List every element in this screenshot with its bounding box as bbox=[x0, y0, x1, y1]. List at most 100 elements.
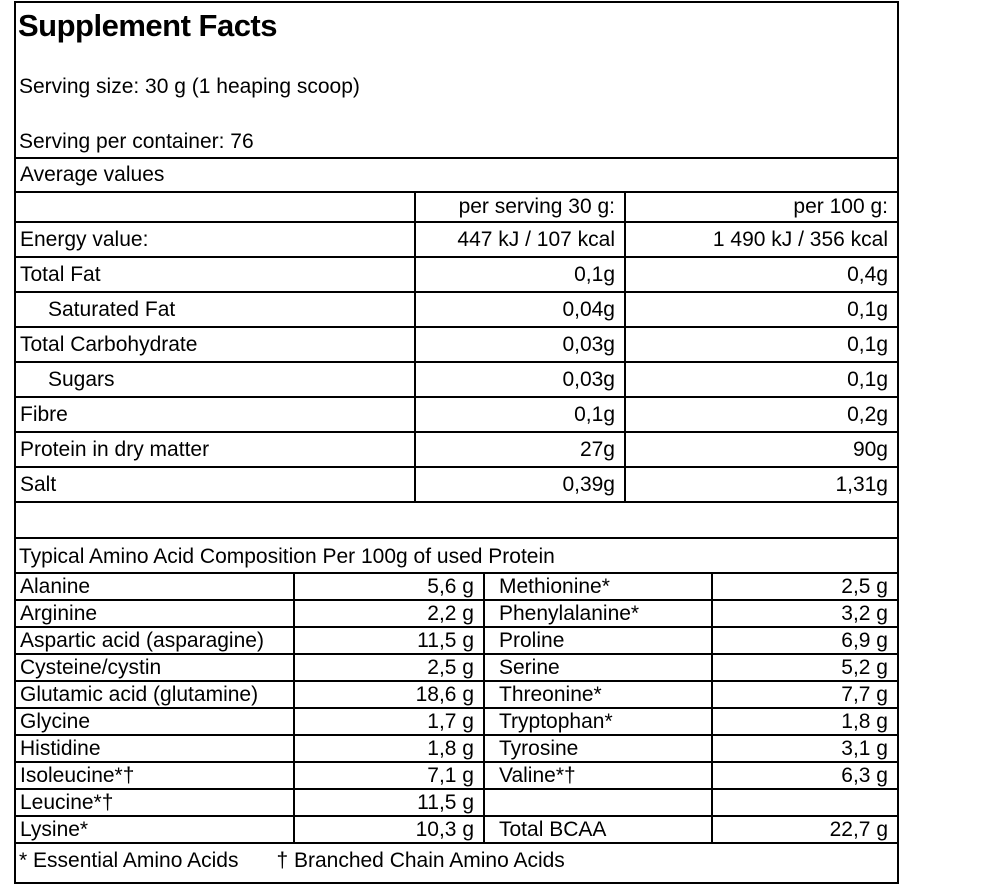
nutrient-row-total-fat: Total Fat 0,1g 0,4g bbox=[16, 256, 897, 293]
spacer-row bbox=[16, 503, 897, 537]
amino-value-b: 22,7 g bbox=[711, 815, 897, 844]
amino-value-b: 3,1 g bbox=[711, 734, 897, 763]
nutrient-value-per-100g: 0,1g bbox=[624, 291, 897, 328]
amino-value-a: 11,5 g bbox=[293, 788, 485, 817]
amino-name-a: Alanine bbox=[16, 572, 295, 601]
nutrient-value-per-100g: 1,31g bbox=[624, 466, 897, 503]
amino-row: Isoleucine*† 7,1 g Valine*† 6,3 g bbox=[16, 761, 897, 790]
nutrient-value-per-100g: 90g bbox=[624, 431, 897, 468]
amino-name-a: Cysteine/cystin bbox=[16, 653, 295, 682]
amino-value-b: 6,9 g bbox=[711, 626, 897, 655]
nutrient-name: Salt bbox=[16, 466, 416, 503]
nutrient-header-per-serving: per serving 30 g: bbox=[414, 191, 626, 223]
amino-section-title: Typical Amino Acid Composition Per 100g … bbox=[16, 537, 897, 572]
amino-value-a: 1,8 g bbox=[293, 734, 485, 763]
nutrient-row-sugars: Sugars 0,03g 0,1g bbox=[16, 361, 897, 398]
nutrient-value-per-serving: 447 kJ / 107 kcal bbox=[414, 221, 626, 258]
amino-row: Arginine 2,2 g Phenylalanine* 3,2 g bbox=[16, 599, 897, 628]
amino-name-b: Total BCAA bbox=[483, 815, 713, 844]
nutrient-row-total-carbohydrate: Total Carbohydrate 0,03g 0,1g bbox=[16, 326, 897, 363]
amino-name-b: Tryptophan* bbox=[483, 707, 713, 736]
amino-name-a: Aspartic acid (asparagine) bbox=[16, 626, 295, 655]
nutrient-value-per-serving: 0,1g bbox=[414, 396, 626, 433]
nutrient-name: Energy value: bbox=[16, 221, 416, 258]
nutrient-row-saturated-fat: Saturated Fat 0,04g 0,1g bbox=[16, 291, 897, 328]
amino-name-a: Lysine* bbox=[16, 815, 295, 844]
amino-value-b: 2,5 g bbox=[711, 572, 897, 601]
amino-name-b: Tyrosine bbox=[483, 734, 713, 763]
amino-name-b: Phenylalanine* bbox=[483, 599, 713, 628]
amino-name-b: Valine*† bbox=[483, 761, 713, 790]
amino-value-b: 1,8 g bbox=[711, 707, 897, 736]
nutrient-row-fibre: Fibre 0,1g 0,2g bbox=[16, 396, 897, 433]
average-values-label: Average values bbox=[16, 157, 897, 193]
amino-name-a: Arginine bbox=[16, 599, 295, 628]
nutrient-header-row: per serving 30 g: per 100 g: bbox=[16, 191, 897, 223]
footnote-essential: * Essential Amino Acids bbox=[19, 849, 239, 872]
page-title: Supplement Facts bbox=[18, 8, 278, 43]
amino-acid-table: Alanine 5,6 g Methionine* 2,5 g Arginine… bbox=[16, 572, 897, 844]
footnotes-row: * Essential Amino Acids † Branched Chain … bbox=[16, 844, 897, 877]
amino-name-a: Isoleucine*† bbox=[16, 761, 295, 790]
nutrient-value-per-serving: 0,39g bbox=[414, 466, 626, 503]
nutrient-header-empty bbox=[16, 191, 416, 223]
amino-name-b bbox=[483, 788, 713, 817]
amino-row: Histidine 1,8 g Tyrosine 3,1 g bbox=[16, 734, 897, 763]
supplement-facts-label: Supplement Facts Serving size: 30 g (1 h… bbox=[14, 1, 899, 884]
servings-per-container-text: Serving per container: 76 bbox=[19, 130, 254, 153]
amino-row: Glutamic acid (glutamine) 18,6 g Threoni… bbox=[16, 680, 897, 709]
nutrient-value-per-100g: 0,1g bbox=[624, 361, 897, 398]
nutrient-value-per-serving: 0,03g bbox=[414, 326, 626, 363]
amino-value-b bbox=[711, 788, 897, 817]
nutrient-header-per-100g: per 100 g: bbox=[624, 191, 897, 223]
amino-value-a: 2,2 g bbox=[293, 599, 485, 628]
amino-name-b: Methionine* bbox=[483, 572, 713, 601]
nutrient-value-per-100g: 1 490 kJ / 356 kcal bbox=[624, 221, 897, 258]
nutrient-name: Saturated Fat bbox=[16, 291, 416, 328]
amino-row: Leucine*† 11,5 g bbox=[16, 788, 897, 817]
amino-name-b: Serine bbox=[483, 653, 713, 682]
amino-row: Cysteine/cystin 2,5 g Serine 5,2 g bbox=[16, 653, 897, 682]
nutrient-table: Average values per serving 30 g: per 100… bbox=[16, 157, 897, 503]
amino-name-a: Glycine bbox=[16, 707, 295, 736]
nutrient-value-per-serving: 27g bbox=[414, 431, 626, 468]
amino-name-b: Proline bbox=[483, 626, 713, 655]
amino-value-b: 7,7 g bbox=[711, 680, 897, 709]
amino-name-b: Threonine* bbox=[483, 680, 713, 709]
average-values-row: Average values bbox=[16, 157, 897, 193]
nutrient-name: Sugars bbox=[16, 361, 416, 398]
amino-row: Glycine 1,7 g Tryptophan* 1,8 g bbox=[16, 707, 897, 736]
nutrient-name: Total Fat bbox=[16, 256, 416, 293]
amino-value-a: 7,1 g bbox=[293, 761, 485, 790]
footnote-bcaa: † Branched Chain Amino Acids bbox=[276, 849, 565, 872]
amino-value-a: 1,7 g bbox=[293, 707, 485, 736]
serving-size-text: Serving size: 30 g (1 heaping scoop) bbox=[19, 75, 360, 98]
amino-value-a: 2,5 g bbox=[293, 653, 485, 682]
nutrient-value-per-100g: 0,1g bbox=[624, 326, 897, 363]
amino-value-b: 5,2 g bbox=[711, 653, 897, 682]
amino-value-a: 5,6 g bbox=[293, 572, 485, 601]
nutrient-row-protein: Protein in dry matter 27g 90g bbox=[16, 431, 897, 468]
nutrient-name: Fibre bbox=[16, 396, 416, 433]
amino-name-a: Glutamic acid (glutamine) bbox=[16, 680, 295, 709]
amino-value-a: 11,5 g bbox=[293, 626, 485, 655]
amino-value-b: 3,2 g bbox=[711, 599, 897, 628]
amino-row: Aspartic acid (asparagine) 11,5 g Prolin… bbox=[16, 626, 897, 655]
amino-value-a: 18,6 g bbox=[293, 680, 485, 709]
nutrient-value-per-100g: 0,2g bbox=[624, 396, 897, 433]
amino-name-a: Leucine*† bbox=[16, 788, 295, 817]
amino-value-b: 6,3 g bbox=[711, 761, 897, 790]
label-header-section: Supplement Facts Serving size: 30 g (1 h… bbox=[16, 3, 897, 157]
nutrient-row-energy: Energy value: 447 kJ / 107 kcal 1 490 kJ… bbox=[16, 221, 897, 258]
nutrient-name: Protein in dry matter bbox=[16, 431, 416, 468]
amino-row: Alanine 5,6 g Methionine* 2,5 g bbox=[16, 572, 897, 601]
nutrient-value-per-serving: 0,04g bbox=[414, 291, 626, 328]
nutrient-row-salt: Salt 0,39g 1,31g bbox=[16, 466, 897, 503]
nutrient-name: Total Carbohydrate bbox=[16, 326, 416, 363]
nutrient-value-per-serving: 0,03g bbox=[414, 361, 626, 398]
nutrient-value-per-serving: 0,1g bbox=[414, 256, 626, 293]
amino-value-a: 10,3 g bbox=[293, 815, 485, 844]
nutrient-value-per-100g: 0,4g bbox=[624, 256, 897, 293]
amino-name-a: Histidine bbox=[16, 734, 295, 763]
amino-row: Lysine* 10,3 g Total BCAA 22,7 g bbox=[16, 815, 897, 844]
